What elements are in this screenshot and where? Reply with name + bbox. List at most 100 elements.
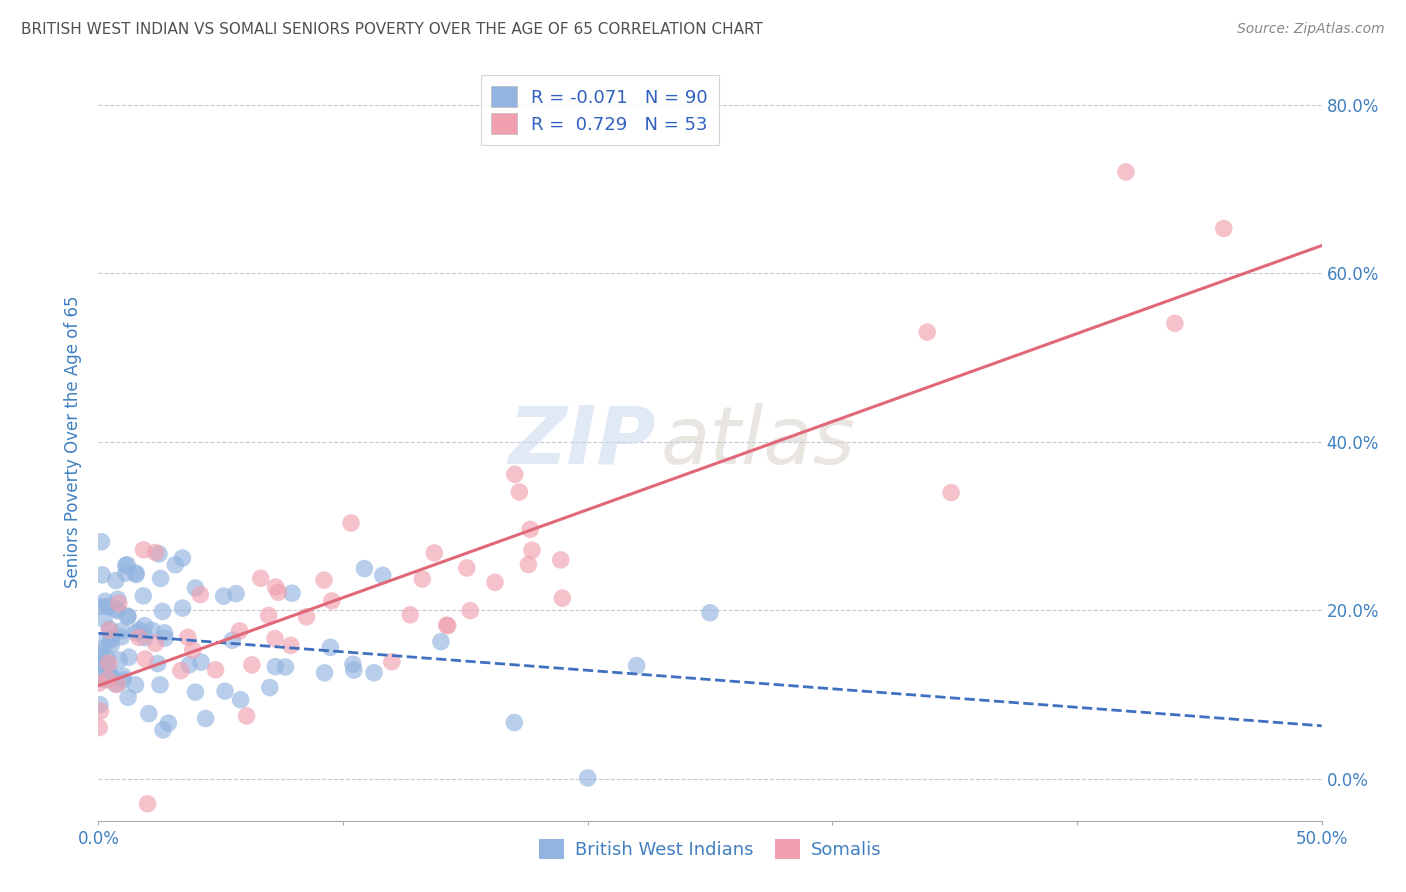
Point (105, 602, 128, 616)
Point (551, 591, 574, 606)
Point (112, 669, 135, 683)
Point (342, 657, 364, 672)
Point (381, 655, 404, 669)
Point (87, 676, 110, 690)
Point (87, 599, 110, 614)
Point (90, 534, 112, 549)
Point (314, 665, 336, 680)
Point (1212, 221, 1234, 235)
Point (194, 711, 217, 725)
Point (295, 609, 318, 624)
Point (550, 553, 572, 567)
Point (153, 625, 176, 640)
Point (229, 692, 252, 706)
Point (134, 618, 156, 632)
Point (96, 632, 118, 646)
Point (93, 612, 115, 626)
Point (98, 665, 121, 679)
Point (91, 649, 114, 664)
Point (267, 585, 290, 599)
Text: Source: ZipAtlas.com: Source: ZipAtlas.com (1237, 22, 1385, 37)
Point (240, 657, 263, 672)
Legend: British West Indians, Somalis: British West Indians, Somalis (530, 830, 890, 869)
Point (436, 618, 458, 632)
Point (508, 485, 530, 500)
Point (204, 663, 226, 677)
Point (423, 546, 446, 560)
Point (281, 586, 304, 600)
Point (184, 685, 207, 699)
Point (125, 625, 148, 640)
Point (89, 646, 111, 660)
Point (114, 566, 136, 581)
Point (124, 678, 146, 692)
Point (91, 567, 114, 582)
Point (484, 575, 506, 590)
Point (114, 558, 136, 573)
Point (117, 690, 139, 705)
Point (132, 589, 155, 603)
Point (214, 684, 236, 698)
Point (170, 664, 193, 678)
Point (97, 667, 120, 681)
Point (136, 797, 159, 811)
Point (96, 659, 118, 673)
Point (90, 671, 112, 685)
Point (125, 566, 148, 580)
Point (259, 681, 281, 695)
Point (148, 547, 170, 561)
Point (89, 698, 111, 712)
Point (107, 592, 129, 607)
Point (128, 631, 150, 645)
Point (939, 485, 962, 500)
Point (165, 558, 187, 572)
Point (145, 636, 167, 650)
Point (249, 571, 271, 585)
Point (319, 640, 342, 655)
Point (152, 723, 174, 737)
Point (117, 609, 139, 624)
Text: BRITISH WEST INDIAN VS SOMALI SENIORS POVERTY OVER THE AGE OF 65 CORRELATION CHA: BRITISH WEST INDIAN VS SOMALI SENIORS PO… (21, 22, 763, 37)
Point (436, 618, 458, 632)
Point (343, 663, 366, 677)
Point (264, 580, 287, 594)
Point (503, 715, 526, 730)
Point (915, 325, 938, 339)
Point (108, 653, 131, 667)
Point (125, 567, 148, 582)
Point (172, 551, 194, 566)
Point (96, 599, 118, 614)
Point (97, 657, 120, 671)
Point (89, 657, 111, 672)
Point (134, 631, 156, 645)
Point (699, 606, 721, 620)
Point (105, 677, 128, 691)
Point (98, 622, 121, 636)
Point (132, 542, 155, 557)
Point (149, 571, 172, 585)
Point (353, 561, 375, 575)
Point (108, 596, 131, 610)
Text: atlas: atlas (661, 402, 856, 481)
Point (97, 599, 120, 614)
Point (1164, 317, 1187, 331)
Point (111, 673, 134, 688)
Point (503, 467, 526, 482)
Point (134, 652, 156, 666)
Point (87, 656, 110, 670)
Point (517, 558, 540, 572)
Point (188, 588, 211, 602)
Point (1115, 165, 1137, 179)
Point (115, 558, 138, 572)
Point (456, 561, 478, 575)
Point (264, 632, 287, 646)
Point (520, 543, 543, 558)
Point (98, 623, 121, 637)
Point (371, 568, 394, 582)
Point (340, 516, 363, 530)
Point (104, 677, 127, 691)
Point (225, 587, 247, 601)
Point (94, 594, 117, 608)
Point (212, 589, 235, 603)
Point (100, 639, 122, 653)
